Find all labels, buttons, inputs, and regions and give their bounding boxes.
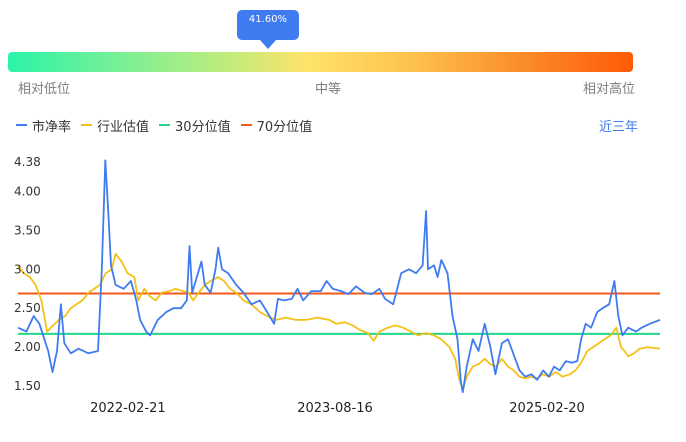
y-tick-label: 4.38 [14,155,41,169]
valuation-gauge-bar [8,52,633,72]
x-tick-label: 2025-02-20 [509,401,585,416]
time-range-selector[interactable]: 近三年 [599,120,639,135]
gauge-mid-label: 中等 [315,82,342,97]
legend-swatch-pb [16,124,27,126]
y-tick-label: 2.50 [14,301,41,315]
chart-legend: 市净率 行业估值 30分位值 70分位值 [16,116,322,135]
legend-swatch-p70 [240,124,252,126]
legend-label-pb: 市净率 [32,119,72,135]
y-tick-label: 1.50 [14,379,41,393]
legend-item-industry[interactable]: 行业估值 [81,116,149,135]
legend-label-p30: 30分位值 [175,119,231,135]
gauge-high-label: 相对高位 [583,82,636,97]
legend-label-industry: 行业估值 [97,119,150,135]
percentile-tooltip: 41.60% [237,10,299,40]
legend-item-pb[interactable]: 市净率 [16,116,71,135]
y-tick-label: 3.00 [14,262,41,276]
gauge-low-label: 相对低位 [18,82,71,97]
y-tick-label: 4.00 [14,185,41,199]
legend-swatch-industry [81,124,93,126]
series-line-industry [17,252,661,391]
legend-item-p70[interactable]: 70分位值 [240,116,313,135]
legend-label-p70: 70分位值 [256,119,313,135]
legend-item-p30[interactable]: 30分位值 [159,116,231,135]
legend-swatch-p30 [159,124,171,126]
x-tick-label: 2023-08-16 [297,401,373,416]
y-tick-label: 3.50 [14,223,41,237]
percentile-value: 41.60% [248,14,288,25]
x-tick-label: 2022-02-21 [90,401,166,416]
tooltip-arrow [260,40,276,49]
series-line-pb [17,159,661,394]
y-tick-label: 2.00 [14,340,41,354]
